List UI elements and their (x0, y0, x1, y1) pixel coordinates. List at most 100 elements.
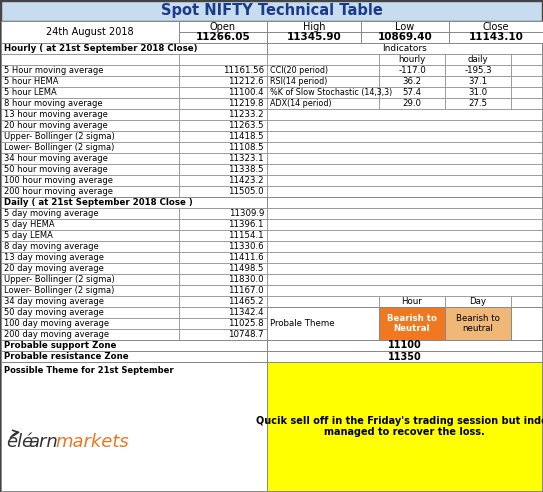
Text: 34 day moving average: 34 day moving average (4, 297, 104, 306)
Bar (449, 32, 543, 43)
Bar (1, 219, 179, 230)
Text: Possible Theme for 21st September: Possible Theme for 21st September (4, 366, 174, 375)
Text: Daily ( at 21st September 2018 Close ): Daily ( at 21st September 2018 Close ) (4, 198, 193, 207)
Bar (179, 318, 267, 329)
Bar (179, 65, 267, 76)
Text: 11233.2: 11233.2 (229, 110, 264, 119)
Bar (179, 252, 267, 263)
Text: -117.0: -117.0 (398, 66, 426, 75)
Text: 11350: 11350 (388, 351, 421, 362)
Bar (179, 21, 267, 32)
Bar (179, 285, 267, 296)
Text: 57.4: 57.4 (402, 88, 421, 97)
Text: Upper- Bollinger (2 sigma): Upper- Bollinger (2 sigma) (4, 132, 115, 141)
Bar (1, 274, 179, 285)
Bar (179, 230, 267, 241)
Text: 13 hour moving average: 13 hour moving average (4, 110, 108, 119)
Text: 11418.5: 11418.5 (229, 132, 264, 141)
Bar (267, 142, 542, 153)
Bar (361, 32, 449, 43)
Bar (179, 164, 267, 175)
Bar (267, 197, 542, 208)
Text: Low: Low (395, 22, 415, 31)
Bar (1, 340, 267, 351)
Bar (445, 87, 511, 98)
Bar (179, 241, 267, 252)
Text: Probable support Zone: Probable support Zone (4, 341, 116, 350)
Bar (1, 296, 179, 307)
Text: Qucik sell off in the Friday's trading session but index
managed to recover the : Qucik sell off in the Friday's trading s… (256, 416, 543, 437)
Bar (379, 296, 445, 307)
Bar (179, 329, 267, 340)
Text: 5 day HEMA: 5 day HEMA (4, 220, 55, 229)
Bar (1, 285, 179, 296)
Bar (267, 263, 542, 274)
Bar (1, 120, 179, 131)
Text: 37.1: 37.1 (469, 77, 488, 86)
Bar (445, 76, 511, 87)
Bar (267, 307, 542, 318)
Text: 10748.7: 10748.7 (229, 330, 264, 339)
Bar (1, 362, 267, 491)
Text: Open: Open (210, 22, 236, 31)
Bar (267, 296, 379, 307)
Text: 11108.5: 11108.5 (229, 143, 264, 152)
Bar (379, 307, 445, 340)
Bar (179, 219, 267, 230)
Bar (511, 98, 542, 109)
Text: 11154.1: 11154.1 (229, 231, 264, 240)
Bar (1, 87, 179, 98)
Text: 8 hour moving average: 8 hour moving average (4, 99, 103, 108)
Bar (267, 98, 379, 109)
Text: CCI(20 period): CCI(20 period) (270, 66, 328, 75)
Bar (1, 208, 179, 219)
Text: 11423.2: 11423.2 (229, 176, 264, 185)
Bar (1, 98, 179, 109)
Bar (267, 274, 542, 285)
Bar (511, 54, 542, 65)
Text: el: el (6, 433, 22, 451)
Bar (1, 131, 179, 142)
Text: Day: Day (470, 297, 487, 306)
Bar (1, 54, 179, 65)
Text: 11396.1: 11396.1 (229, 220, 264, 229)
Bar (379, 54, 445, 65)
Bar (379, 98, 445, 109)
Bar (267, 329, 542, 340)
Text: 11345.90: 11345.90 (287, 32, 342, 42)
Bar (445, 98, 511, 109)
Text: 11323.1: 11323.1 (229, 154, 264, 163)
Text: 11212.6: 11212.6 (229, 77, 264, 86)
Bar (267, 43, 542, 54)
Text: 100 hour moving average: 100 hour moving average (4, 176, 113, 185)
Bar (267, 65, 379, 76)
Bar (179, 296, 267, 307)
Bar (267, 340, 542, 351)
Text: Indicators: Indicators (382, 44, 427, 53)
Text: Bearish to
Neutral: Bearish to Neutral (387, 314, 437, 333)
Bar (511, 307, 542, 340)
Bar (1, 307, 179, 318)
Bar (267, 175, 542, 186)
Text: 13 day moving average: 13 day moving average (4, 253, 104, 262)
Bar (1, 164, 179, 175)
Bar (1, 43, 267, 54)
Text: RSI(14 period): RSI(14 period) (270, 77, 327, 86)
Bar (1, 197, 267, 208)
Text: daily: daily (468, 55, 488, 64)
Bar (1, 153, 179, 164)
Bar (179, 131, 267, 142)
Bar (445, 307, 511, 340)
Bar (267, 285, 542, 296)
Bar (267, 32, 361, 43)
Bar (267, 230, 542, 241)
Text: 50 day moving average: 50 day moving average (4, 308, 104, 317)
Bar (1, 1, 542, 21)
Bar (1, 351, 267, 362)
Text: 36.2: 36.2 (402, 77, 421, 86)
Bar (511, 76, 542, 87)
Bar (179, 274, 267, 285)
Bar (267, 76, 379, 87)
Text: 29.0: 29.0 (402, 99, 421, 108)
Bar (267, 252, 542, 263)
